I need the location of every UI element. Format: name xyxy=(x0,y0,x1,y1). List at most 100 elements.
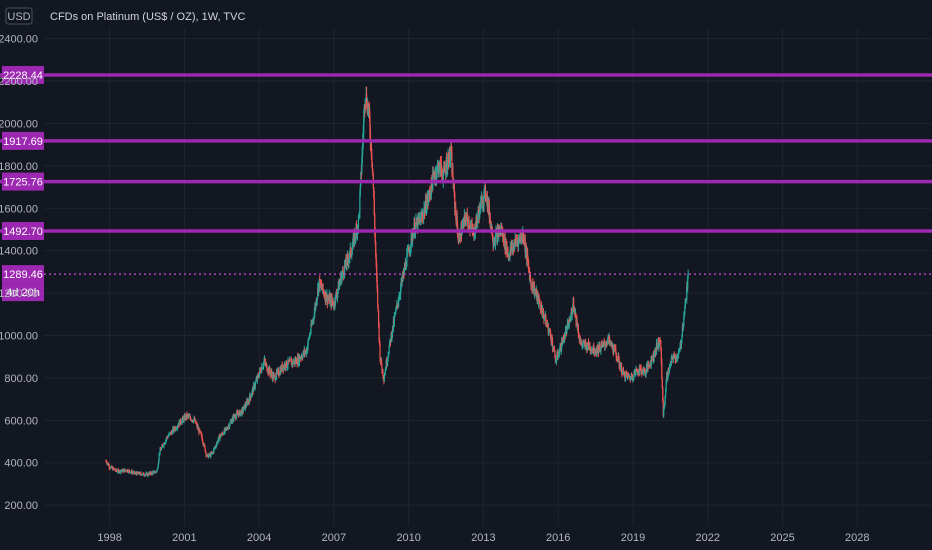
candle-body xyxy=(395,309,397,314)
candle-body xyxy=(249,395,251,397)
candle xyxy=(550,330,552,340)
candle-body xyxy=(307,339,309,346)
candle-body xyxy=(664,396,666,403)
candle-body xyxy=(406,254,408,267)
candle-body xyxy=(190,418,192,421)
candle-body xyxy=(455,207,457,215)
candle-body xyxy=(615,352,617,358)
candle-body xyxy=(456,216,458,228)
candle-body xyxy=(211,452,213,454)
candle-body xyxy=(679,346,681,351)
candle-body xyxy=(684,307,686,315)
candle-body xyxy=(520,236,522,242)
candle-body xyxy=(403,266,406,274)
candle-body xyxy=(461,232,463,236)
candle-body xyxy=(246,400,248,406)
candle-body xyxy=(557,356,559,357)
candle-body xyxy=(663,408,665,416)
candle-body xyxy=(573,298,575,308)
candle-body xyxy=(372,169,374,175)
y-tick-label: 1600.00 xyxy=(0,203,38,215)
candle-body xyxy=(446,159,449,169)
candle-body xyxy=(128,470,130,472)
y-tick-label: 1000.00 xyxy=(0,331,38,343)
level-label: 2228.44 xyxy=(3,70,43,82)
level-label: 1492.70 xyxy=(3,226,43,238)
x-tick-label: 2019 xyxy=(621,532,645,544)
candle-body xyxy=(681,326,684,337)
candle-body xyxy=(189,416,191,419)
candle-body xyxy=(177,426,179,428)
candle-body xyxy=(115,468,117,471)
candle-body xyxy=(377,288,379,305)
candle-body xyxy=(371,156,373,162)
candle-body xyxy=(158,460,160,465)
candle-body xyxy=(346,256,348,267)
candle-body xyxy=(425,199,427,213)
candle-body xyxy=(629,376,631,379)
candle-body xyxy=(241,408,243,415)
candle-body xyxy=(557,352,559,357)
currency-box xyxy=(5,7,33,25)
y-tick-label: 2000.00 xyxy=(0,118,38,130)
candle-body xyxy=(633,373,635,378)
candle-body xyxy=(410,234,412,247)
x-tick-label: 2001 xyxy=(172,532,196,544)
candle-body xyxy=(598,350,600,353)
time-axis[interactable]: 1998 2001 2004 2007 2010 2013 2016 2019 2022 2025… xyxy=(97,532,869,544)
candle-body xyxy=(127,469,130,473)
candle xyxy=(540,301,543,314)
candle-body xyxy=(665,390,667,397)
candle-body xyxy=(223,429,225,435)
candle xyxy=(529,271,532,281)
candle-body xyxy=(158,454,160,461)
candle xyxy=(687,269,689,279)
candle-body xyxy=(350,247,352,256)
candle-body xyxy=(359,193,361,213)
candle-body xyxy=(639,366,641,369)
candle-body xyxy=(465,217,467,223)
candle-body xyxy=(503,234,505,244)
candle-body xyxy=(375,241,377,256)
candles-layer[interactable] xyxy=(105,86,689,478)
horizontal-levels[interactable]: 2228.44 1917.69 1725.76 1492.70 1289.46 4d 20… xyxy=(0,65,932,302)
candle-body xyxy=(278,374,280,376)
candle-body xyxy=(542,310,545,316)
candle-body xyxy=(661,378,663,388)
last-price-label: 1289.46 xyxy=(3,269,43,281)
candle-body xyxy=(236,412,238,416)
candle-body xyxy=(181,417,184,420)
price-axis[interactable]: 200.00 400.00 600.00 800.00 1000.00 1200.00 14… xyxy=(0,34,38,513)
candle-body xyxy=(359,182,361,194)
candle-body xyxy=(112,467,115,469)
x-tick-label: 2025 xyxy=(770,532,794,544)
candle-body xyxy=(245,405,247,407)
candle-body xyxy=(242,409,245,412)
x-tick-label: 2004 xyxy=(247,532,271,544)
chart-title: CFDs on Platinum (US$ / OZ), 1W, TVC xyxy=(50,11,245,23)
candle-body xyxy=(600,348,602,352)
candle-body xyxy=(620,364,623,374)
candle xyxy=(548,327,550,337)
candle-body xyxy=(382,369,384,376)
candle-body xyxy=(345,259,347,266)
candle-body xyxy=(480,198,482,201)
candle-body xyxy=(298,356,301,363)
candle-body xyxy=(210,452,212,457)
candle-body xyxy=(334,294,337,305)
candle-body xyxy=(338,283,340,290)
candle-body xyxy=(687,276,689,288)
candle xyxy=(298,354,301,367)
x-tick-label: 2013 xyxy=(471,532,495,544)
level-label-box xyxy=(2,131,44,150)
candle xyxy=(254,381,257,389)
candle-body xyxy=(467,217,469,225)
candle-body xyxy=(624,373,626,379)
candle-body xyxy=(653,356,655,359)
candle-body xyxy=(553,347,556,352)
y-tick-label: 600.00 xyxy=(4,415,38,427)
candle-body xyxy=(556,355,558,360)
candle-body xyxy=(284,363,286,368)
candle xyxy=(343,260,346,279)
